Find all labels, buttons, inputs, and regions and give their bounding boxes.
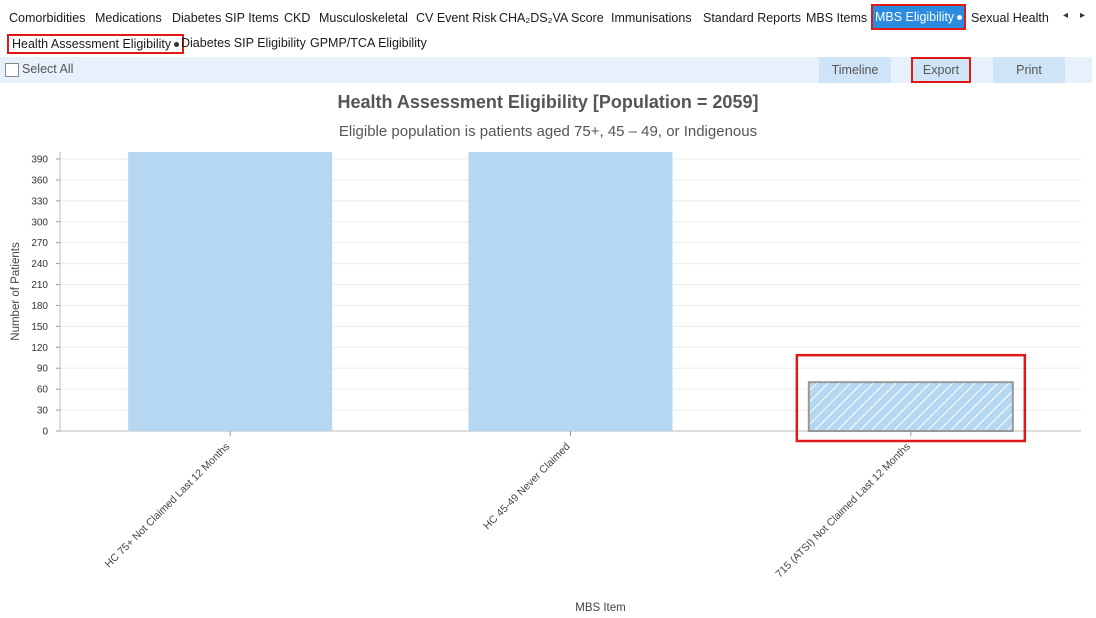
toolbar: Select All Timeline Export Print <box>0 57 1092 83</box>
tab-musculoskeletal[interactable]: Musculoskeletal <box>319 11 408 25</box>
main-tab-bar: Comorbidities Medications Diabetes SIP I… <box>0 4 1096 30</box>
tab-cv-event-risk[interactable]: CV Event Risk <box>416 11 497 25</box>
timeline-button[interactable]: Timeline <box>819 57 891 83</box>
subtab-gpmp-tca-eligibility[interactable]: GPMP/TCA Eligibility <box>310 36 427 50</box>
y-tick-label: 360 <box>31 175 48 186</box>
x-axis: HC 75+ Not Claimed Last 12 Months HC 45-4… <box>103 431 913 580</box>
tab-ckd[interactable]: CKD <box>284 11 311 25</box>
tab-comorbidities[interactable]: Comorbidities <box>9 11 86 25</box>
subtab-diabetes-sip-eligibility[interactable]: Diabetes SIP Eligibility <box>181 36 306 50</box>
y-tick-label: 120 <box>31 343 48 354</box>
x-axis-label: MBS Item <box>575 602 625 614</box>
select-all-checkbox[interactable] <box>5 63 19 77</box>
y-axis-label: Number of Patients <box>10 242 22 341</box>
y-tick-label: 240 <box>31 259 48 270</box>
tab-cha2ds2va-score[interactable]: CHA₂DS₂VA Score <box>499 11 604 25</box>
tab-mbs-eligibility[interactable]: MBS Eligibility <box>871 4 967 30</box>
chart-subtitle: Eligible population is patients aged 75+… <box>338 123 758 140</box>
tab-diabetes-sip-items[interactable]: Diabetes SIP Items <box>172 11 279 25</box>
export-button[interactable]: Export <box>911 57 971 83</box>
tab-immunisations[interactable]: Immunisations <box>611 11 692 25</box>
scroll-right-icon[interactable]: ▸ <box>1080 10 1086 21</box>
y-tick-label: 0 <box>42 427 48 438</box>
x-tick-label: 715 (ATSI) Not Claimed Last 12 Months <box>773 441 913 581</box>
y-tick-label: 270 <box>31 238 48 249</box>
y-tick-label: 30 <box>37 406 49 417</box>
chart-title: Health Assessment Eligibility [Populatio… <box>337 92 759 112</box>
y-tick-label: 180 <box>31 301 48 312</box>
tab-mbs-items[interactable]: MBS Items <box>806 11 868 25</box>
tab-medications[interactable]: Medications <box>95 11 162 25</box>
y-tick-label: 300 <box>31 217 48 228</box>
bars <box>128 152 1027 443</box>
y-tick-label: 150 <box>31 322 48 333</box>
bar-3[interactable] <box>807 381 1014 432</box>
selected-bar-highlight <box>795 353 1027 443</box>
y-tick-label: 60 <box>37 385 49 396</box>
y-tick-label: 330 <box>31 196 48 207</box>
bar-1[interactable] <box>128 152 333 431</box>
y-tick-label: 210 <box>31 280 48 291</box>
select-all-label: Select All <box>22 62 74 76</box>
print-button[interactable]: Print <box>993 57 1065 83</box>
tab-standard-reports[interactable]: Standard Reports <box>703 11 801 25</box>
y-tick-label: 390 <box>31 154 48 165</box>
x-tick-label: HC 75+ Not Claimed Last 12 Months <box>103 441 233 571</box>
tab-sexual-health[interactable]: Sexual Health <box>971 11 1049 25</box>
scroll-left-icon[interactable]: ◂ <box>1063 10 1069 21</box>
y-tick-label: 90 <box>37 364 49 375</box>
subtab-health-assessment-eligibility[interactable]: Health Assessment Eligibility <box>7 34 185 54</box>
bar-2[interactable] <box>468 152 673 431</box>
x-tick-label: HC 45-49 Never Claimed <box>481 441 573 533</box>
